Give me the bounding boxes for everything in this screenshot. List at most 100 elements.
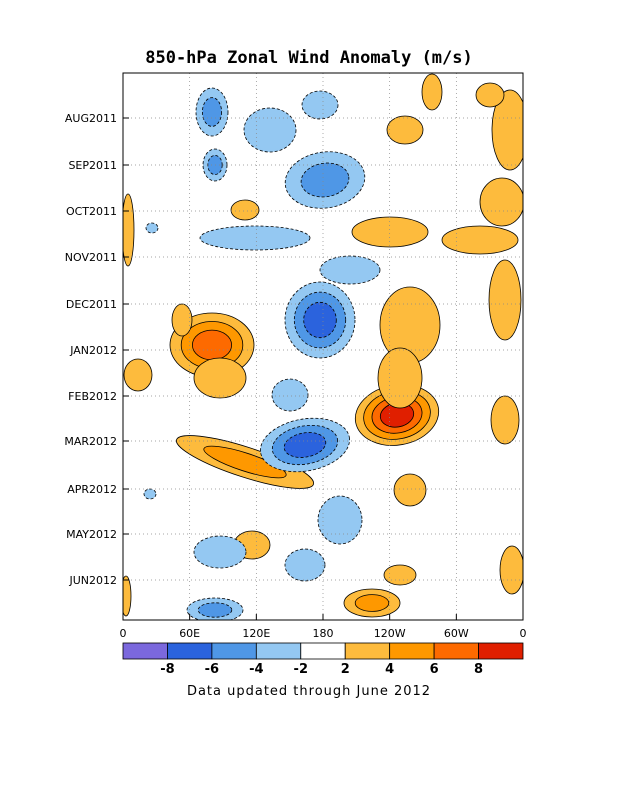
negative-anomaly-region <box>284 281 356 359</box>
positive-anomaly-region <box>171 303 193 337</box>
negative-anomaly-region <box>243 107 297 153</box>
colorbar-bin <box>300 642 346 660</box>
contour-level <box>421 73 443 111</box>
y-tick-label: DEC2011 <box>66 298 117 311</box>
contour-level <box>386 115 424 145</box>
positive-anomaly-region <box>377 347 423 409</box>
contour-level <box>499 545 523 595</box>
y-tick-label: JUN2012 <box>68 574 117 587</box>
contour-level <box>488 259 522 341</box>
negative-anomaly-region <box>199 225 311 251</box>
contour-level <box>193 535 247 569</box>
contour-level <box>303 301 337 339</box>
positive-anomaly-region <box>123 575 132 617</box>
negative-anomaly-region <box>271 378 309 412</box>
positive-anomaly-region <box>490 395 520 445</box>
x-tick-label: 120E <box>242 627 270 640</box>
y-tick-label: SEP2011 <box>68 159 117 172</box>
footer-note: Data updated through June 2012 <box>186 684 432 699</box>
y-tick-label: MAR2012 <box>64 435 117 448</box>
contour-level <box>354 594 390 612</box>
contour-level <box>123 193 135 267</box>
contour-level <box>271 378 309 412</box>
positive-anomaly-region <box>354 384 440 446</box>
positive-anomaly-region <box>175 435 315 489</box>
plot-area <box>123 73 523 620</box>
colorbar-bin <box>255 642 302 660</box>
positive-anomaly-region <box>386 115 424 145</box>
x-tick-label: 120W <box>374 627 406 640</box>
positive-anomaly-region <box>383 564 417 586</box>
positive-anomaly-region <box>343 588 401 618</box>
contour-level <box>319 255 381 285</box>
contour-level <box>123 575 132 617</box>
negative-anomaly-region <box>143 488 157 500</box>
negative-anomaly-region <box>195 87 229 137</box>
contour-level <box>123 358 153 392</box>
y-tick-label: FEB2012 <box>68 390 117 403</box>
y-tick-label: APR2012 <box>67 483 117 496</box>
contour-level <box>284 548 326 582</box>
positive-anomaly-region <box>488 259 522 341</box>
negative-anomaly-region <box>260 417 350 473</box>
positive-anomaly-region <box>193 357 247 399</box>
contour-level <box>490 395 520 445</box>
contour-level <box>203 445 287 479</box>
x-tick-label: 0 <box>120 627 127 640</box>
colorbar-label: 4 <box>385 662 394 677</box>
positive-anomaly-region <box>479 177 523 227</box>
colorbar-bin <box>478 642 524 660</box>
negative-anomaly-region <box>193 535 247 569</box>
contour-level <box>193 357 247 399</box>
y-tick-label: OCT2011 <box>66 205 117 218</box>
colorbar-bin <box>211 642 257 660</box>
negative-anomaly-region <box>145 222 159 234</box>
negative-anomaly-region <box>317 495 363 545</box>
contour-level <box>145 222 159 234</box>
contour-level <box>230 199 260 221</box>
contour-level <box>197 602 233 618</box>
positive-anomaly-region <box>230 199 260 221</box>
negative-anomaly-region <box>284 151 366 209</box>
colorbar-label: -8 <box>160 662 174 677</box>
colorbar-label: 2 <box>341 662 350 677</box>
colorbar-bin <box>122 642 168 660</box>
colorbar-bin <box>433 642 479 660</box>
colorbar-bin <box>167 642 213 660</box>
positive-anomaly-region <box>123 358 153 392</box>
contour-level <box>199 225 311 251</box>
contour-level <box>201 97 222 127</box>
contour-level <box>475 82 505 108</box>
colorbar-bin <box>344 642 391 660</box>
colorbar-label: -2 <box>294 662 308 677</box>
colorbar-label: 8 <box>474 662 483 677</box>
colorbar-label: -6 <box>205 662 219 677</box>
y-tick-label: MAY2012 <box>66 528 117 541</box>
y-tick-label: NOV2011 <box>65 251 117 264</box>
contour-level <box>283 432 327 458</box>
contour-level <box>301 90 339 120</box>
negative-anomaly-region <box>319 255 381 285</box>
positive-anomaly-region <box>441 225 519 255</box>
contour-level <box>393 473 427 507</box>
y-tick-label: JAN2012 <box>69 344 117 357</box>
x-tick-label: 60E <box>179 627 200 640</box>
contour-level <box>243 107 297 153</box>
positive-anomaly-region <box>123 193 135 267</box>
contour-level <box>171 303 193 337</box>
y-tick-label: AUG2011 <box>65 112 117 125</box>
x-tick-label: 60W <box>444 627 469 640</box>
contour-level <box>317 495 363 545</box>
positive-anomaly-region <box>421 73 443 111</box>
positive-anomaly-region <box>491 89 523 171</box>
contour-level <box>383 564 417 586</box>
chart-title: 850-hPa Zonal Wind Anomaly (m/s) <box>145 48 473 68</box>
contour-level <box>143 488 157 500</box>
positive-anomaly-region <box>499 545 523 595</box>
contour-level <box>191 329 232 361</box>
contour-level <box>491 89 523 171</box>
contour-level <box>479 177 523 227</box>
colorbar-bin <box>389 642 435 660</box>
contour-level <box>300 162 350 198</box>
